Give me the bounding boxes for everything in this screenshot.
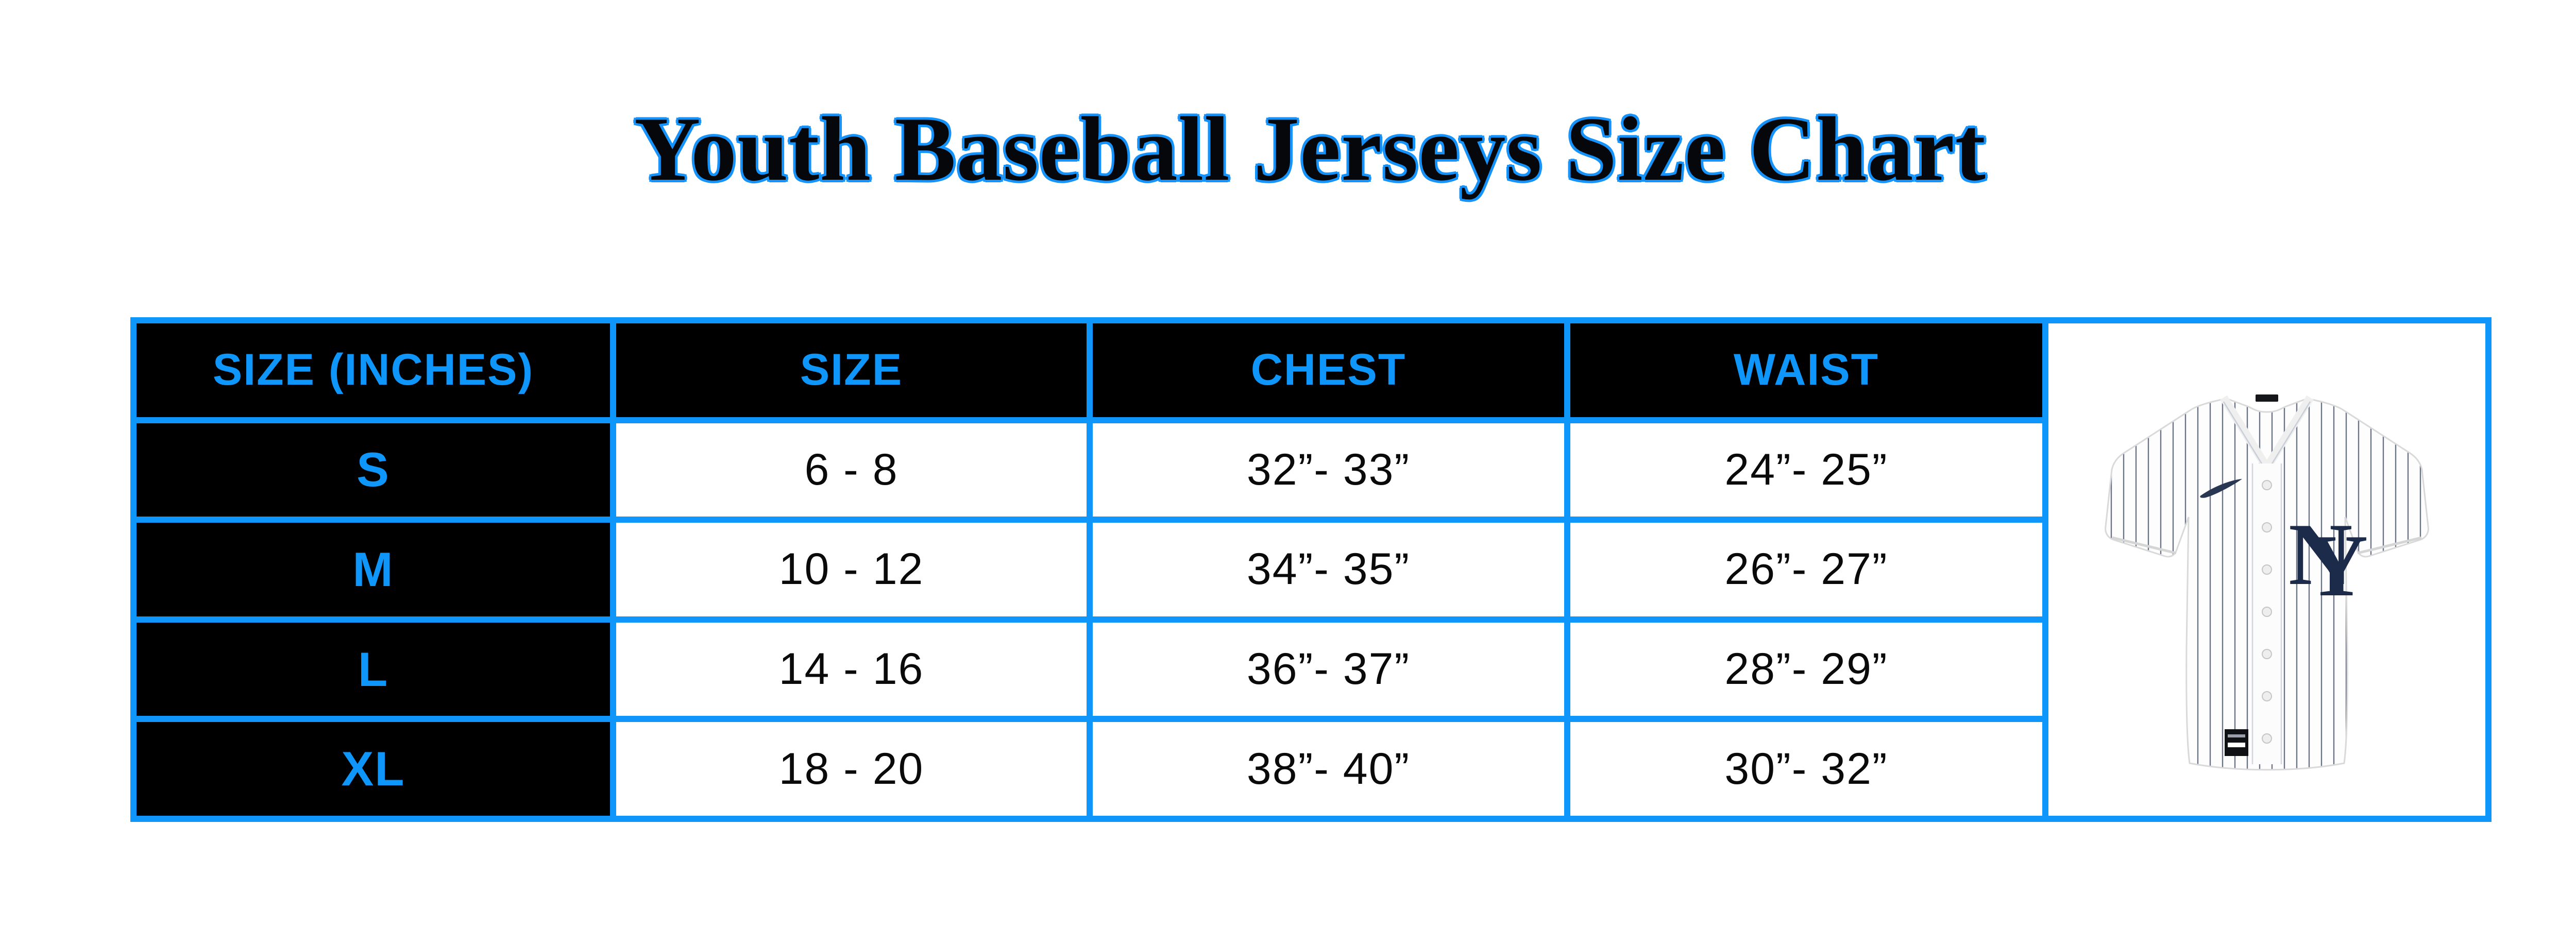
jock-tag xyxy=(2225,729,2248,756)
buttons xyxy=(2262,480,2272,744)
ny-logo-y: Y xyxy=(2304,517,2368,615)
row-xl-chest: 38”- 40” xyxy=(1093,722,1564,816)
row-s-label: S xyxy=(137,423,610,517)
row-l-waist: 28”- 29” xyxy=(1570,622,2042,716)
ny-logo: N Y xyxy=(2289,506,2368,615)
row-xl-label: XL xyxy=(137,722,610,816)
row-l-size: 14 - 16 xyxy=(616,622,1087,716)
row-l-label: L xyxy=(137,622,610,716)
nike-swoosh-icon xyxy=(2200,479,2242,498)
jersey-image: N Y xyxy=(2105,394,2429,771)
row-m-waist: 26”- 27” xyxy=(1570,523,2042,616)
header-waist: WAIST xyxy=(1570,323,2042,417)
left-cuff-seam xyxy=(2112,536,2177,555)
size-chart-table: N Y SIZE (INCHES) SIZE CHEST WAIST S 6 -… xyxy=(130,317,2492,822)
row-s-size: 6 - 8 xyxy=(616,423,1087,517)
collar-seam xyxy=(2223,401,2311,469)
right-cuff-seam xyxy=(2357,536,2422,555)
row-m-size: 10 - 12 xyxy=(616,523,1087,616)
header-chest: CHEST xyxy=(1093,323,1564,417)
header-size: SIZE xyxy=(616,323,1087,417)
row-s-chest: 32”- 33” xyxy=(1093,423,1564,517)
ny-logo-n: N xyxy=(2289,506,2352,604)
row-m-chest: 34”- 35” xyxy=(1093,523,1564,616)
collar-tag xyxy=(2256,394,2278,402)
header-size-inches: SIZE (INCHES) xyxy=(137,323,610,417)
row-s-waist: 24”- 25” xyxy=(1570,423,2042,517)
jersey-image-cell: N Y xyxy=(2048,323,2485,816)
row-xl-size: 18 - 20 xyxy=(616,722,1087,816)
row-xl-waist: 30”- 32” xyxy=(1570,722,2042,816)
row-m-label: M xyxy=(137,523,610,616)
page-title: Youth Baseball Jerseys Size Chart xyxy=(634,98,1986,200)
row-l-chest: 36”- 37” xyxy=(1093,622,1564,716)
